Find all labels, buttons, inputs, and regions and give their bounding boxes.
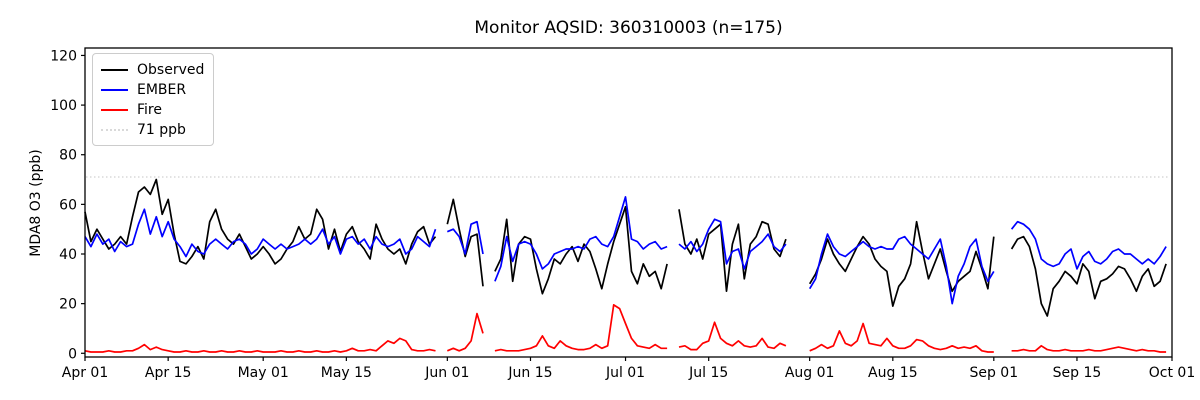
x-tick-label: Jun 15 bbox=[507, 365, 552, 381]
x-tick-label: Apr 01 bbox=[62, 365, 108, 381]
fire-line-sample bbox=[101, 109, 128, 111]
legend-item-ember: EMBER bbox=[101, 80, 205, 100]
y-tick-label: 80 bbox=[59, 148, 77, 164]
x-tick-label: May 15 bbox=[321, 365, 372, 381]
x-tick-label: Oct 01 bbox=[1149, 365, 1195, 381]
y-tick-label: 60 bbox=[59, 197, 77, 213]
y-tick-label: 40 bbox=[59, 247, 77, 263]
x-tick-label: May 01 bbox=[238, 365, 289, 381]
legend-label-ember: EMBER bbox=[137, 82, 187, 98]
y-tick-label: 0 bbox=[68, 346, 77, 362]
ember-line-sample bbox=[101, 89, 128, 91]
x-tick-label: Aug 01 bbox=[785, 365, 835, 381]
legend-label-threshold: 71 ppb bbox=[137, 122, 186, 138]
x-tick-label: Jul 15 bbox=[688, 365, 728, 381]
x-tick-label: Aug 15 bbox=[868, 365, 918, 381]
y-axis-label: MDA8 O3 (ppb) bbox=[28, 149, 44, 257]
x-tick-label: Jul 01 bbox=[605, 365, 645, 381]
x-tick-label: Sep 15 bbox=[1053, 365, 1102, 381]
y-tick-label: 120 bbox=[50, 48, 77, 64]
x-tick-label: Sep 01 bbox=[969, 365, 1018, 381]
chart-title: Monitor AQSID: 360310003 (n=175) bbox=[474, 18, 783, 38]
observed-line-sample bbox=[101, 69, 128, 71]
series-fire-line bbox=[84, 304, 1167, 353]
legend-item-observed: Observed bbox=[101, 60, 205, 80]
legend-item-threshold: 71 ppb bbox=[101, 120, 205, 140]
axes-spines bbox=[84, 47, 1173, 358]
y-tick-label: 100 bbox=[50, 98, 77, 114]
legend-label-observed: Observed bbox=[137, 62, 205, 78]
x-tick-label: Apr 15 bbox=[145, 365, 191, 381]
threshold-line-sample bbox=[101, 129, 128, 131]
x-tick-label: Jun 01 bbox=[424, 365, 469, 381]
legend: Observed EMBER Fire 71 ppb bbox=[92, 53, 214, 146]
y-tick-label: 20 bbox=[59, 297, 77, 313]
series-ember-line bbox=[84, 196, 1167, 305]
series-observed-line bbox=[84, 178, 1167, 317]
legend-item-fire: Fire bbox=[101, 100, 205, 120]
legend-label-fire: Fire bbox=[137, 102, 162, 118]
